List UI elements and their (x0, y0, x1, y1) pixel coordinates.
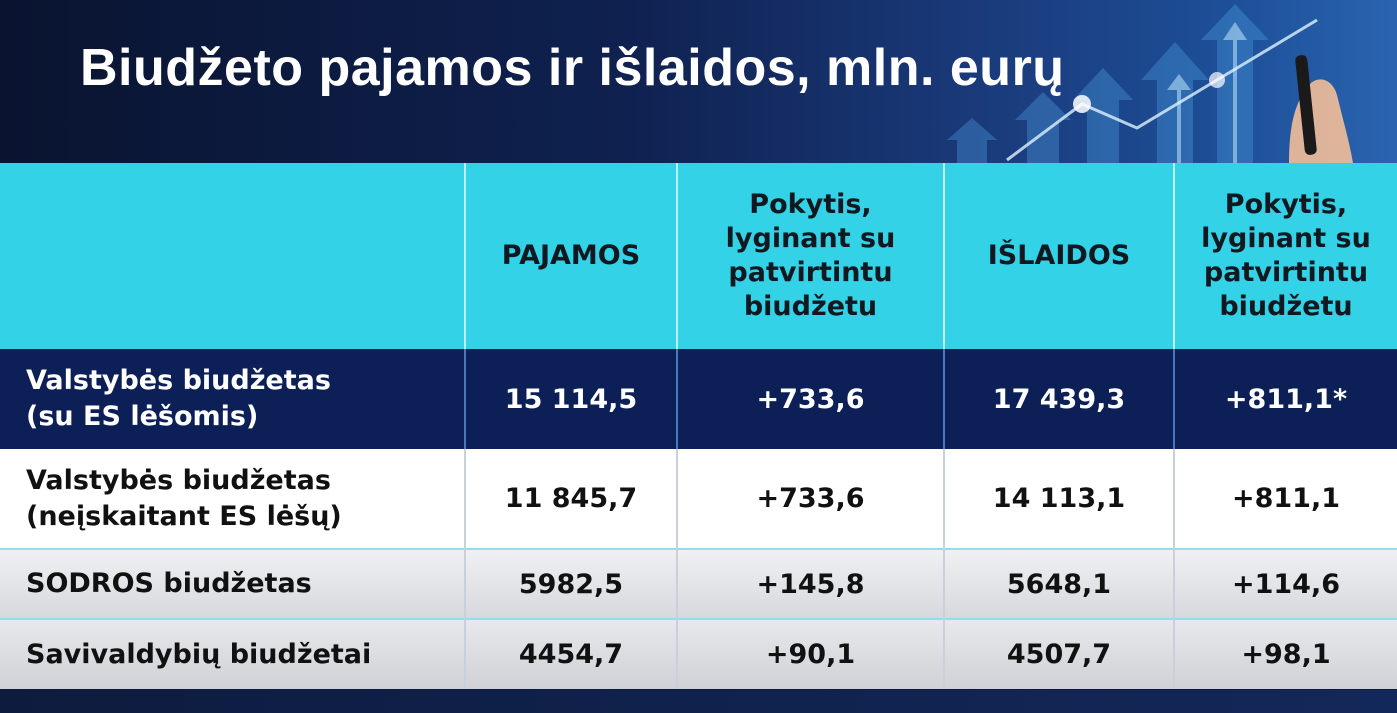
cell-pajamos: 15 114,5 (465, 349, 678, 449)
row-label: Savivaldybių biudžetai (0, 618, 466, 689)
row-label-line1: Valstybės biudžetas (26, 365, 331, 396)
budget-table: PAJAMOS Pokytis, lyginant su patvirtintu… (0, 163, 1397, 689)
header-islaidos-pokytis-text: Pokytis, lyginant su patvirtintu biudžet… (1201, 189, 1371, 322)
cell-pajamos: 4454,7 (465, 618, 678, 689)
page-title: Biudžeto pajamos ir išlaidos, mln. eurų (80, 39, 1065, 97)
header-islaidos: IŠLAIDOS (944, 163, 1175, 349)
table-row: Valstybės biudžetas (su ES lėšomis) 15 1… (0, 349, 1397, 449)
row-label: Valstybės biudžetas (neįskaitant ES lėšų… (0, 449, 466, 549)
cell-pajamos: 11 845,7 (465, 449, 678, 549)
cell-islaidos-pokytis: +811,1* (1224, 383, 1348, 415)
row-label-line2: (su ES lėšomis) (26, 401, 259, 432)
row-label-line1: Valstybės biudžetas (26, 464, 331, 496)
row-label-line2: (neįskaitant ES lėšų) (26, 500, 342, 532)
cell-pajamos-pokytis: +90,1 (677, 618, 945, 689)
table-row: Valstybės biudžetas (neįskaitant ES lėšų… (0, 449, 1397, 549)
cell-islaidos-pokytis: +98,1 (1174, 618, 1397, 689)
cell-islaidos: 14 113,1 (944, 449, 1175, 549)
cell-islaidos: 5648,1 (944, 548, 1175, 619)
cell-islaidos: 4507,7 (944, 618, 1175, 689)
header-empty (0, 163, 466, 349)
header-pajamos: PAJAMOS (465, 163, 678, 349)
cell-islaidos: 17 439,3 (944, 349, 1175, 449)
header-pajamos-pokytis-text: Pokytis, lyginant su patvirtintu biudžet… (725, 189, 896, 322)
table-row: SODROS biudžetas 5982,5 +145,8 5648,1 +1… (0, 548, 1397, 619)
table-header-row: PAJAMOS Pokytis, lyginant su patvirtintu… (0, 163, 1397, 349)
cell-islaidos-pokytis: +811,1 (1231, 483, 1341, 514)
title-banner: Biudžeto pajamos ir išlaidos, mln. eurų (0, 0, 1397, 163)
table-row: Savivaldybių biudžetai 4454,7 +90,1 4507… (0, 618, 1397, 689)
cell-pajamos: 5982,5 (465, 548, 678, 619)
growth-arrows-decoration-icon (947, 4, 1353, 163)
cell-pajamos-pokytis: +733,6 (677, 349, 945, 449)
cell-pajamos-pokytis: +733,6 (677, 449, 945, 549)
row-label: Valstybės biudžetas (su ES lėšomis) (0, 349, 466, 449)
header-islaidos-pokytis: Pokytis, lyginant su patvirtintu biudžet… (1174, 163, 1397, 349)
row-label: SODROS biudžetas (0, 548, 466, 619)
budget-table-container: PAJAMOS Pokytis, lyginant su patvirtintu… (0, 163, 1397, 690)
header-pajamos-pokytis: Pokytis, lyginant su patvirtintu biudžet… (677, 163, 945, 349)
footer-band (0, 690, 1397, 713)
cell-pajamos-pokytis: +145,8 (677, 548, 945, 619)
cell-islaidos-pokytis: +114,6 (1174, 548, 1397, 619)
